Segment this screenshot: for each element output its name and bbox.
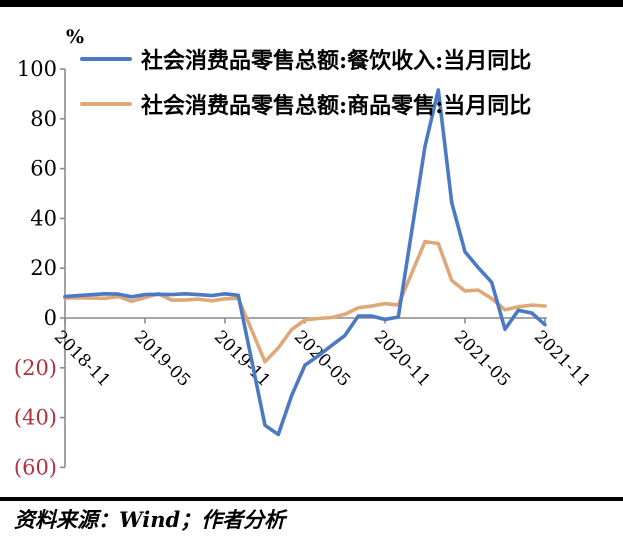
y-tick-label: 20 [30, 256, 57, 280]
y-tick-label: 0 [44, 306, 57, 330]
axes [60, 68, 547, 469]
x-tick-label: 2019-05 [130, 327, 194, 391]
x-tick-label: 2021-05 [450, 327, 514, 391]
series-line-catering [63, 88, 547, 437]
y-tick-labels: 100 80 60 40 20 0 (20) (40) (60) [14, 57, 57, 479]
top-accent-bar [0, 0, 623, 7]
y-axis-unit-label: % [66, 26, 85, 48]
y-tick-label: 40 [30, 206, 57, 230]
x-tick-label: 2021-11 [530, 327, 594, 391]
catering-line-swatch [80, 56, 132, 62]
x-tick-label: 2018-11 [50, 327, 114, 391]
x-tick-label: 2020-11 [370, 327, 434, 391]
x-tick-labels: 2018-11 2019-05 2019-11 2020-05 2020-11 2021-… [50, 327, 594, 391]
goods-line-swatch [80, 101, 132, 107]
source-note: 资料来源：Wind；作者分析 [14, 507, 286, 532]
y-tick-label: (40) [14, 406, 57, 430]
y-tick-label: 80 [30, 107, 57, 131]
y-tick-label: (20) [14, 356, 57, 380]
legend-item-catering: 社会消费品零售总额:餐饮收入:当月同比 [80, 45, 532, 74]
legend-label-goods: 社会消费品零售总额:商品零售:当月同比 [141, 93, 532, 119]
divider-rule [0, 497, 623, 501]
y-tick-label: 100 [17, 57, 57, 81]
y-tick-label: 60 [30, 157, 57, 181]
legend-label-catering: 社会消费品零售总额:餐饮收入:当月同比 [141, 48, 532, 74]
legend-item-goods: 社会消费品零售总额:商品零售:当月同比 [80, 90, 532, 119]
y-tick-label: (60) [14, 455, 57, 479]
